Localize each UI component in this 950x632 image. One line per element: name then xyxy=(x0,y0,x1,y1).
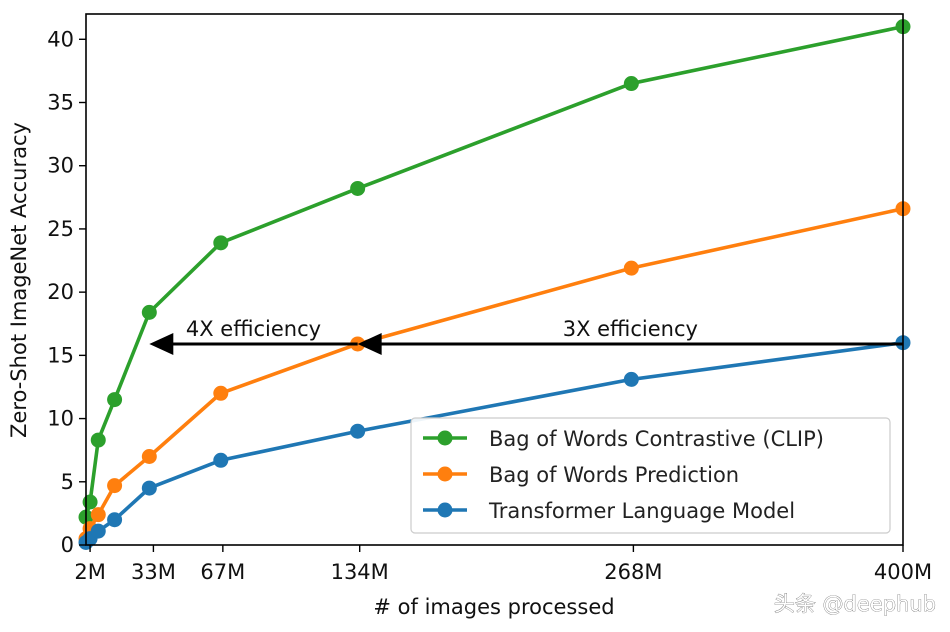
data-point xyxy=(90,523,106,539)
legend-marker xyxy=(437,466,453,482)
data-point xyxy=(623,371,639,387)
data-point xyxy=(82,494,98,510)
efficiency-label: 3X efficiency xyxy=(563,317,698,341)
efficiency-arrow-head xyxy=(149,332,174,355)
data-point xyxy=(623,76,639,92)
y-tick-label: 25 xyxy=(47,217,74,241)
x-tick-label: 33M xyxy=(131,560,176,584)
data-point xyxy=(350,423,366,439)
legend-label: Bag of Words Contrastive (CLIP) xyxy=(489,427,824,451)
data-point xyxy=(90,507,106,523)
y-tick-label: 20 xyxy=(47,280,74,304)
data-point xyxy=(213,235,229,251)
data-point xyxy=(623,260,639,276)
efficiency-arrow-head xyxy=(357,332,382,355)
y-tick-label: 0 xyxy=(61,533,74,557)
x-tick-label: 2M xyxy=(74,560,105,584)
x-tick-label: 268M xyxy=(604,560,662,584)
y-tick-label: 30 xyxy=(47,154,74,178)
legend-label: Transformer Language Model xyxy=(488,499,795,523)
x-axis-title: # of images processed xyxy=(373,595,614,619)
series-layer xyxy=(78,19,911,550)
watermark-text: 头条 @deephub xyxy=(774,592,936,616)
legend: Bag of Words Contrastive (CLIP) Bag of Wo… xyxy=(410,417,891,534)
y-tick-label: 5 xyxy=(61,470,74,494)
legend-marker xyxy=(437,502,453,518)
y-tick-label: 40 xyxy=(47,27,74,51)
data-point xyxy=(141,449,157,464)
data-point xyxy=(141,480,157,496)
x-tick-label: 67M xyxy=(200,560,245,584)
x-tick-label: 400M xyxy=(874,560,932,584)
x-tick-label: 134M xyxy=(331,560,389,584)
annotation-layer: 4X efficiency 3X efficiency xyxy=(149,317,903,355)
legend-box xyxy=(410,417,891,534)
axis-layer: 0 5 10 15 20 25 30 35 40 2M 33M 67M 134M 268M 400M xyxy=(47,27,932,584)
data-point xyxy=(141,304,157,320)
y-tick-label: 35 xyxy=(47,91,74,115)
data-point xyxy=(90,432,106,448)
plot-frame xyxy=(85,13,904,546)
y-tick-label: 15 xyxy=(47,343,74,367)
data-point xyxy=(107,478,123,494)
efficiency-label: 4X efficiency xyxy=(186,317,321,341)
y-tick-label: 10 xyxy=(47,407,74,431)
data-point xyxy=(213,385,229,401)
data-point xyxy=(213,452,229,468)
data-point xyxy=(107,392,123,408)
data-point xyxy=(350,180,366,196)
legend-label: Bag of Words Prediction xyxy=(489,463,739,487)
y-axis-title: Zero-Shot ImageNet Accuracy xyxy=(7,122,31,438)
legend-marker xyxy=(437,430,453,446)
data-point xyxy=(107,512,123,528)
